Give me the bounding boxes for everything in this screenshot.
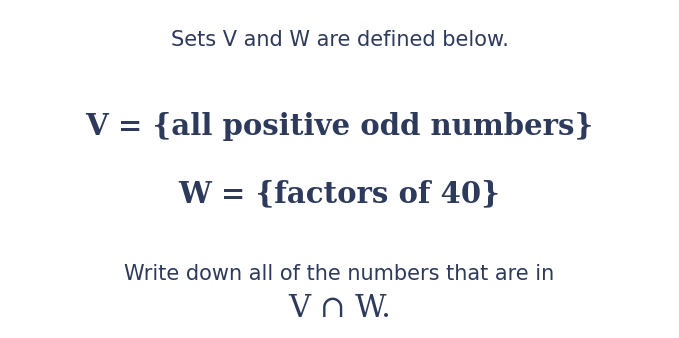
Text: Sets V and W are defined below.: Sets V and W are defined below. — [170, 30, 509, 50]
Text: V ∩ W.: V ∩ W. — [288, 293, 391, 324]
Text: W = {factors of 40}: W = {factors of 40} — [179, 179, 500, 208]
Text: Write down all of the numbers that are in: Write down all of the numbers that are i… — [124, 264, 555, 284]
Text: V = {all positive odd numbers}: V = {all positive odd numbers} — [86, 112, 593, 141]
